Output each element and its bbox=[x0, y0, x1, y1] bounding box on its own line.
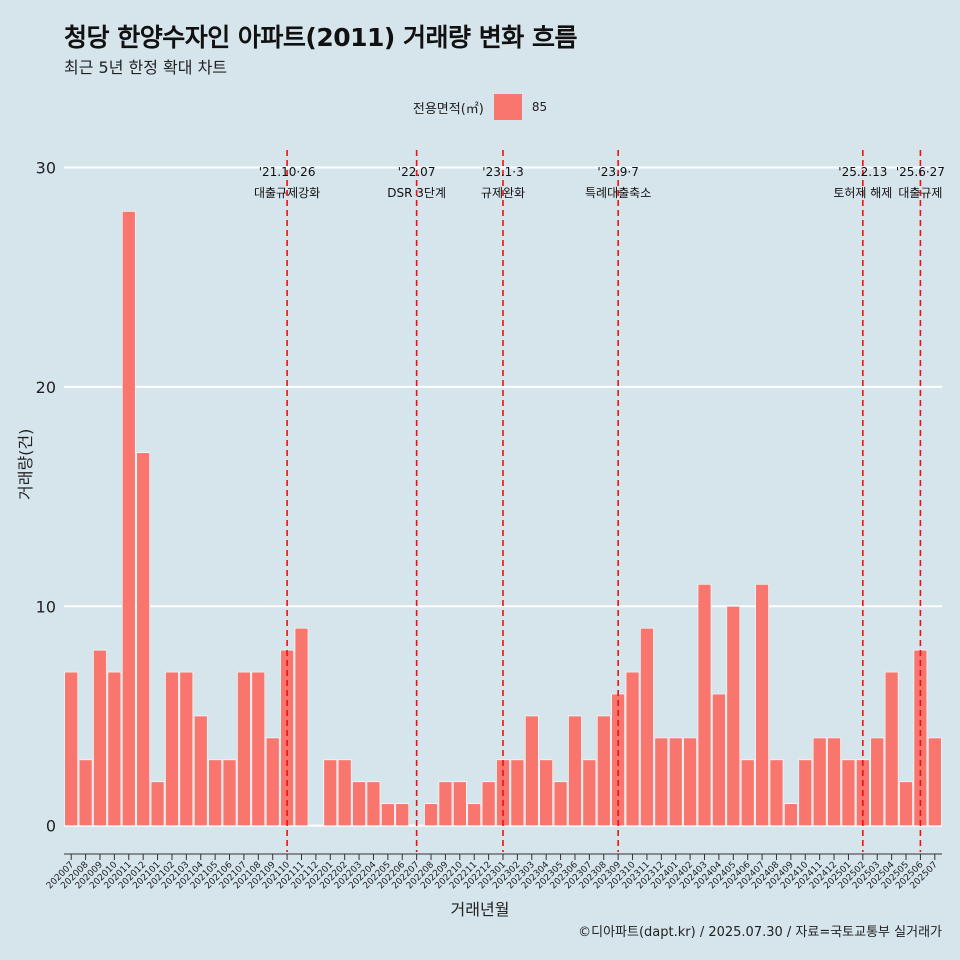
chart-subtitle: 최근 5년 한정 확대 차트 bbox=[64, 58, 228, 77]
x-axis-label: 거래년월 bbox=[450, 900, 510, 919]
bar bbox=[525, 715, 539, 826]
source-caption: ©디아파트(dapt.kr) / 2025.07.30 / 자료=국토교통부 실… bbox=[578, 925, 942, 940]
chart-title: 청당 한양수자인 아파트(2011) 거래량 변화 흐름 bbox=[64, 23, 577, 52]
bar bbox=[107, 671, 122, 826]
bar bbox=[395, 803, 410, 826]
event-label: 특례대출축소 bbox=[585, 186, 651, 200]
bar bbox=[136, 452, 150, 826]
bar bbox=[827, 737, 841, 826]
legend-title: 전용면적(㎡) bbox=[412, 101, 484, 117]
bar bbox=[784, 803, 798, 826]
bar bbox=[381, 803, 395, 826]
bar bbox=[150, 781, 165, 826]
bar bbox=[654, 737, 669, 826]
bar bbox=[712, 693, 726, 826]
bar bbox=[726, 605, 741, 826]
bar bbox=[78, 759, 93, 826]
bar bbox=[93, 649, 107, 826]
bar bbox=[337, 759, 352, 826]
y-axis-label: 거래량(건) bbox=[16, 428, 35, 500]
bar bbox=[481, 781, 496, 826]
bar bbox=[769, 759, 784, 826]
y-tick-label: 10 bbox=[36, 597, 56, 616]
bar bbox=[237, 671, 251, 826]
bar bbox=[625, 671, 640, 826]
bar bbox=[294, 627, 309, 826]
bar bbox=[812, 737, 827, 826]
bar bbox=[582, 759, 597, 826]
event-date: '22.07 bbox=[398, 165, 436, 179]
y-tick-label: 0 bbox=[46, 817, 56, 836]
bar bbox=[193, 715, 208, 826]
bar bbox=[352, 781, 366, 826]
bar bbox=[697, 584, 712, 826]
event-date: '25.6·27 bbox=[896, 165, 945, 179]
y-tick-label: 30 bbox=[36, 159, 56, 178]
bar bbox=[265, 737, 280, 826]
bar bbox=[913, 649, 928, 826]
event-label: 토허제 해제 bbox=[833, 186, 892, 200]
bar bbox=[668, 737, 683, 826]
bar bbox=[884, 671, 899, 826]
bar bbox=[510, 759, 525, 826]
bar bbox=[899, 781, 913, 826]
bar bbox=[841, 759, 856, 826]
bar bbox=[596, 715, 611, 826]
event-label: DSR 3단계 bbox=[387, 186, 446, 200]
bar bbox=[539, 759, 553, 826]
bar bbox=[366, 781, 381, 826]
bar bbox=[640, 627, 654, 826]
bar bbox=[251, 671, 266, 826]
legend: 전용면적(㎡) 85 bbox=[0, 94, 960, 120]
bar bbox=[208, 759, 222, 826]
event-label: 대출규제 bbox=[898, 186, 942, 200]
bar bbox=[755, 584, 769, 826]
event-date: '23.9·7 bbox=[597, 165, 638, 179]
event-label: 대출규제강화 bbox=[254, 186, 320, 200]
event-date: '23.1·3 bbox=[482, 165, 523, 179]
bar bbox=[568, 715, 582, 826]
bar bbox=[467, 803, 481, 826]
bar bbox=[179, 671, 194, 826]
bar bbox=[740, 759, 755, 826]
bar bbox=[438, 781, 453, 826]
event-date: '21.10·26 bbox=[259, 165, 316, 179]
bar bbox=[870, 737, 885, 826]
legend-label: 85 bbox=[531, 100, 548, 114]
bar bbox=[453, 781, 467, 826]
bar bbox=[222, 759, 237, 826]
bar bbox=[928, 737, 942, 826]
legend-swatch bbox=[493, 94, 522, 120]
y-tick-label: 20 bbox=[36, 378, 56, 397]
bar bbox=[798, 759, 813, 826]
event-label: 규제완화 bbox=[481, 186, 525, 200]
bar bbox=[683, 737, 697, 826]
event-date: '25.2.13 bbox=[838, 165, 887, 179]
bar bbox=[121, 211, 136, 826]
bar bbox=[64, 671, 78, 826]
bar bbox=[323, 759, 338, 826]
bar bbox=[165, 671, 179, 826]
bar bbox=[553, 781, 568, 826]
bar bbox=[280, 649, 294, 826]
bar bbox=[424, 803, 438, 826]
